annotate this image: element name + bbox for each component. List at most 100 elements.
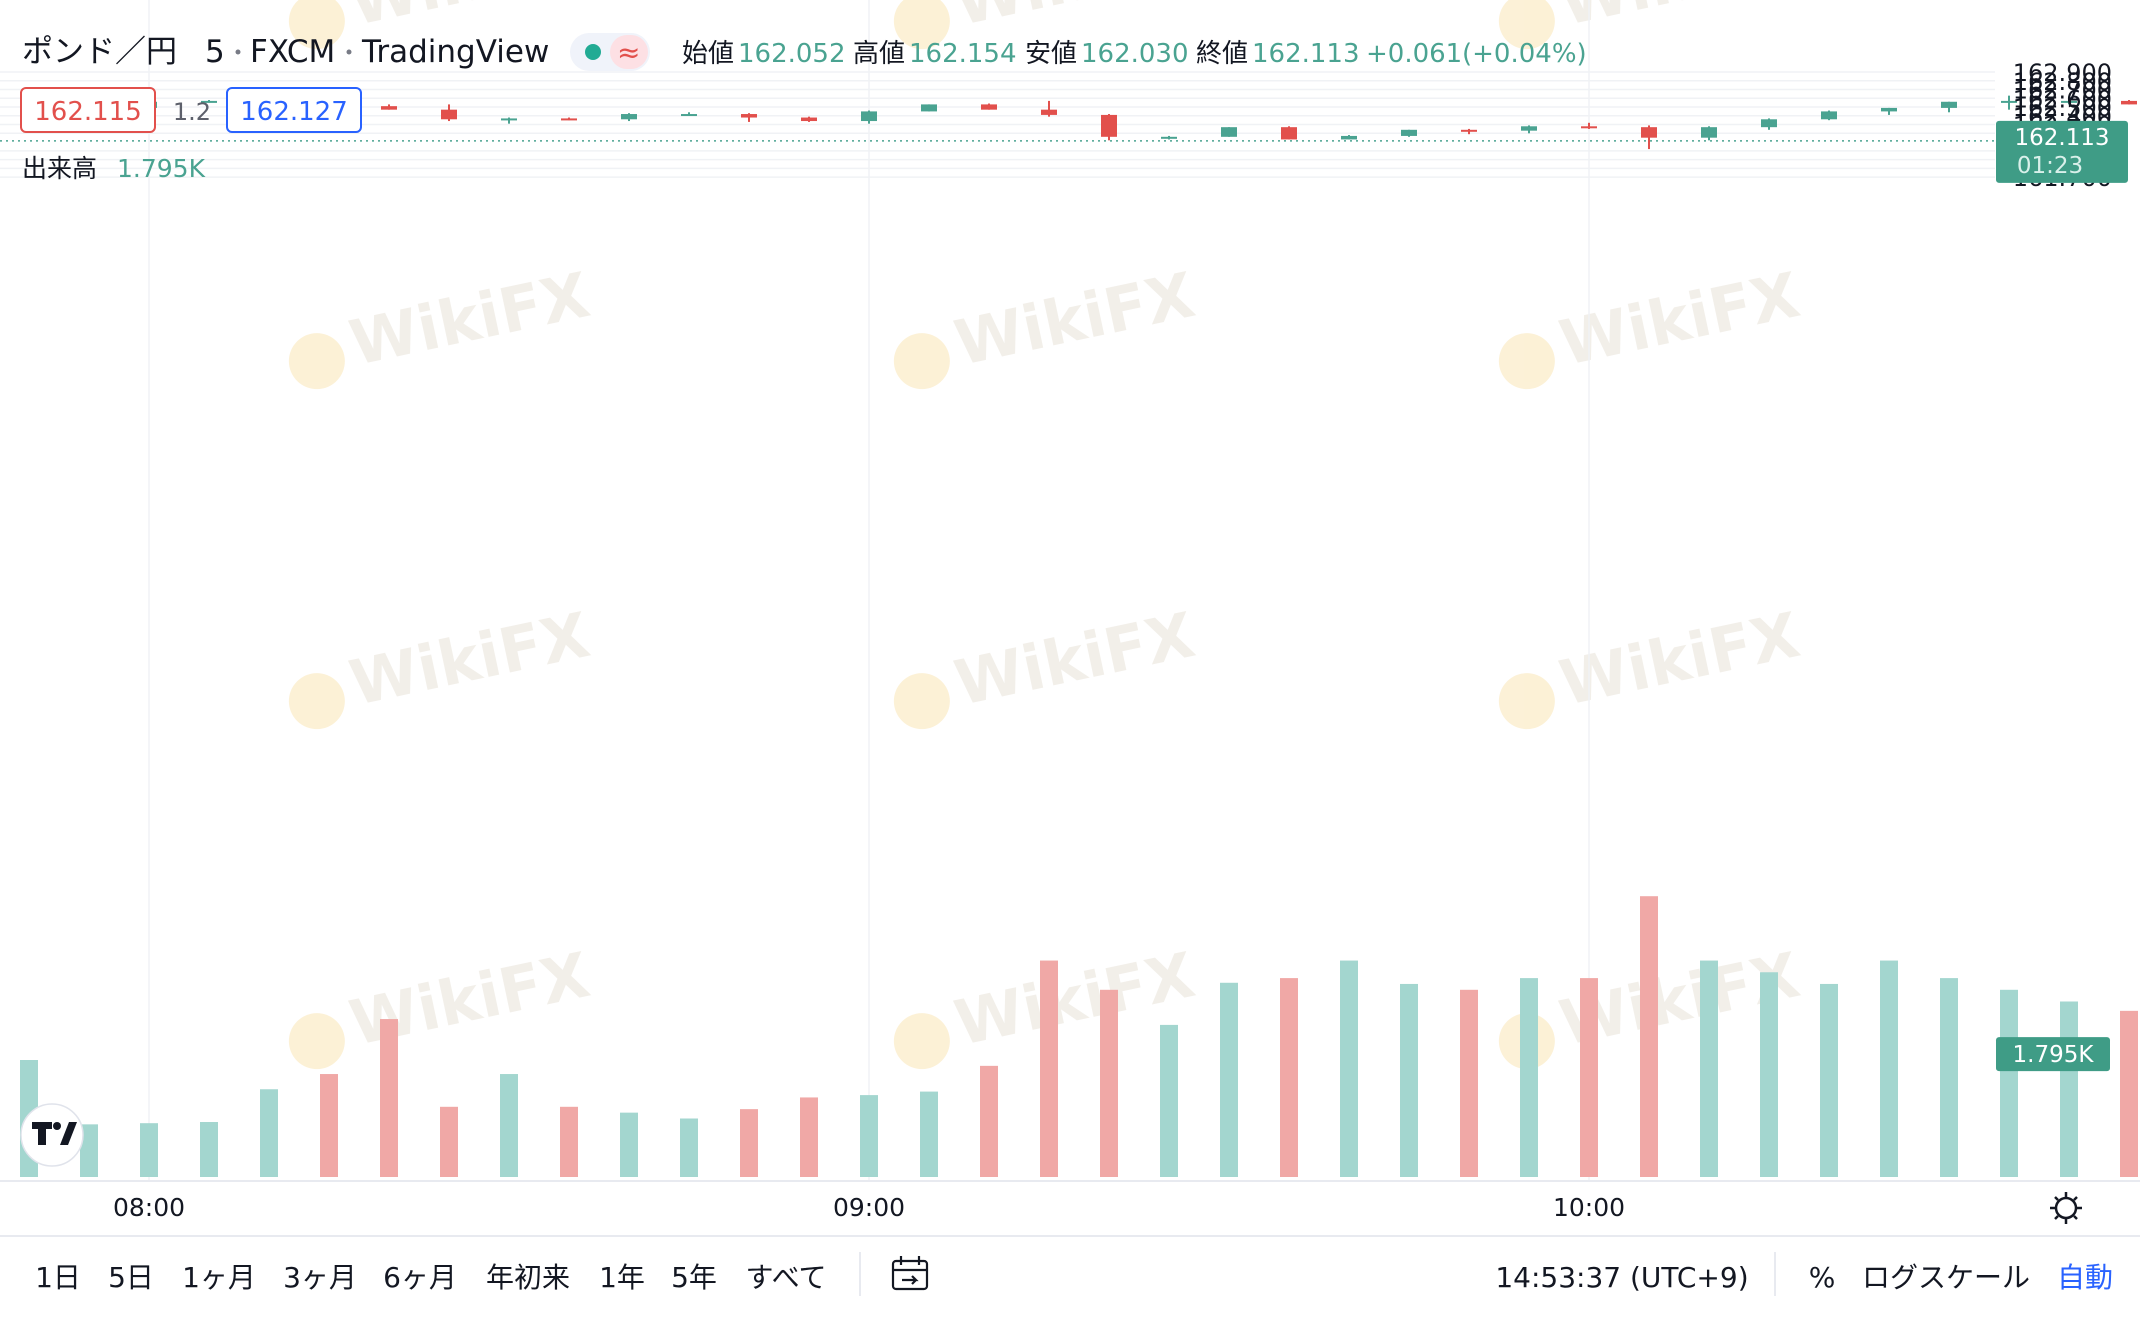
volume-label[interactable]: 出来高 [22,154,97,183]
candle [921,104,937,112]
candle [2121,100,2137,105]
range-tab[interactable]: 年初来 [486,1261,570,1294]
y-tick-label: 162.800 [2013,68,2112,96]
candle-body [741,114,757,118]
candle [1701,126,1717,141]
volume-bar [1100,989,1118,1177]
bar-countdown: 01:23 [2017,153,2083,179]
candle [1401,129,1417,137]
range-tab[interactable]: すべて [746,1261,827,1294]
high-label: 高値 [853,39,905,69]
percent-scale-toggle[interactable]: % [1809,1261,1836,1294]
tradingview-logo[interactable] [20,1103,84,1167]
exchange-label: FXCM [250,34,335,70]
volume-legend: 出来高 1.795K [22,154,206,183]
volume-bar [1700,960,1718,1177]
auto-scale-toggle[interactable]: 自動 [2057,1261,2113,1294]
symbol-title[interactable]: ポンド／円 [22,34,177,70]
volume-bar [1220,982,1238,1177]
candle [381,104,397,110]
volume-bar [920,1091,938,1177]
candle-body [801,117,817,122]
separator-dot [235,49,241,55]
volume-bar [1460,989,1478,1177]
date-range-tabs: 1日 5日 1ヶ月 3ヶ月 6ヶ月 年初来 1年 5年 すべて [35,1261,826,1294]
y-tick-label: 162.600 [2013,85,2112,113]
candle-body [1161,136,1177,139]
volume-bar [1280,978,1298,1177]
volume-bar [440,1106,458,1177]
range-tab[interactable]: 1ヶ月 [182,1261,256,1294]
separator-dot [346,49,352,55]
candle-body [2061,100,2077,103]
volume-bar [620,1112,638,1177]
candle [1641,125,1657,150]
candle [681,112,697,117]
last-price-badge[interactable]: 162.113 01:23 [1996,120,2128,183]
sell-button[interactable] [20,87,156,133]
buy-button[interactable] [226,87,362,133]
candle [1101,114,1117,141]
candle [801,116,817,122]
y-tick-label: 162.900 [2013,59,2112,87]
candle-body [201,100,217,103]
close-value: 162.113 [1252,39,1360,69]
spread-value: 1.2 [173,98,211,126]
interval-label[interactable]: 5 [205,34,225,70]
logo-t-shape [32,1122,52,1145]
candle-body [1641,127,1657,138]
settings-gear-icon[interactable] [2050,1192,2082,1224]
candle-body [2001,100,2017,103]
candle-body [381,106,397,110]
volume-value: 1.795K [117,154,206,183]
candle-body [861,111,877,122]
volume-bar [1940,978,1958,1177]
candle [2061,96,2077,105]
candle [501,117,517,124]
candle [1161,135,1177,140]
volume-bar [1760,972,1778,1177]
last-price-value: 162.113 [2014,125,2109,151]
volume-bar [1880,960,1898,1177]
candle-body [441,109,457,120]
range-tab[interactable]: 1日 [35,1261,81,1294]
volume-bar [1400,983,1418,1177]
bid-ask-panel: 162.115 1.2 162.127 [20,87,362,133]
range-tab[interactable]: 5年 [671,1261,717,1294]
candle-body [921,104,937,112]
range-tab[interactable]: 5日 [108,1261,154,1294]
sell-price: 162.115 [34,97,142,127]
range-tab[interactable]: 3ヶ月 [283,1261,357,1294]
open-label: 始値 [682,39,734,69]
candle [201,100,217,103]
clock-timezone[interactable]: 14:53:37 (UTC+9) [1495,1261,1748,1294]
candle [981,103,997,110]
candle-body [1821,111,1837,120]
volume-bar [680,1118,698,1177]
date-range-picker-icon[interactable] [891,1256,929,1291]
candle [1221,127,1237,137]
candle-body [1221,127,1237,137]
watermark: WikiFX [1498,258,1806,390]
candle-body [1461,129,1477,132]
volume-bar [1580,978,1598,1177]
log-scale-toggle[interactable]: ログスケール [1862,1261,2030,1294]
range-tab[interactable]: 6ヶ月 [383,1261,457,1294]
candle [1881,107,1897,115]
candle-body [681,114,697,117]
candle-body [1581,126,1597,129]
candle [1281,126,1297,140]
candle-body [1941,101,1957,108]
candle [1341,135,1357,140]
candle [861,110,877,124]
volume-bar [1040,960,1058,1177]
candle-body [501,118,517,121]
candle [1761,118,1777,130]
volume-bar [380,1019,398,1177]
volume-bar [560,1106,578,1177]
candle-body [1041,109,1057,115]
range-tab[interactable]: 1年 [599,1261,645,1294]
